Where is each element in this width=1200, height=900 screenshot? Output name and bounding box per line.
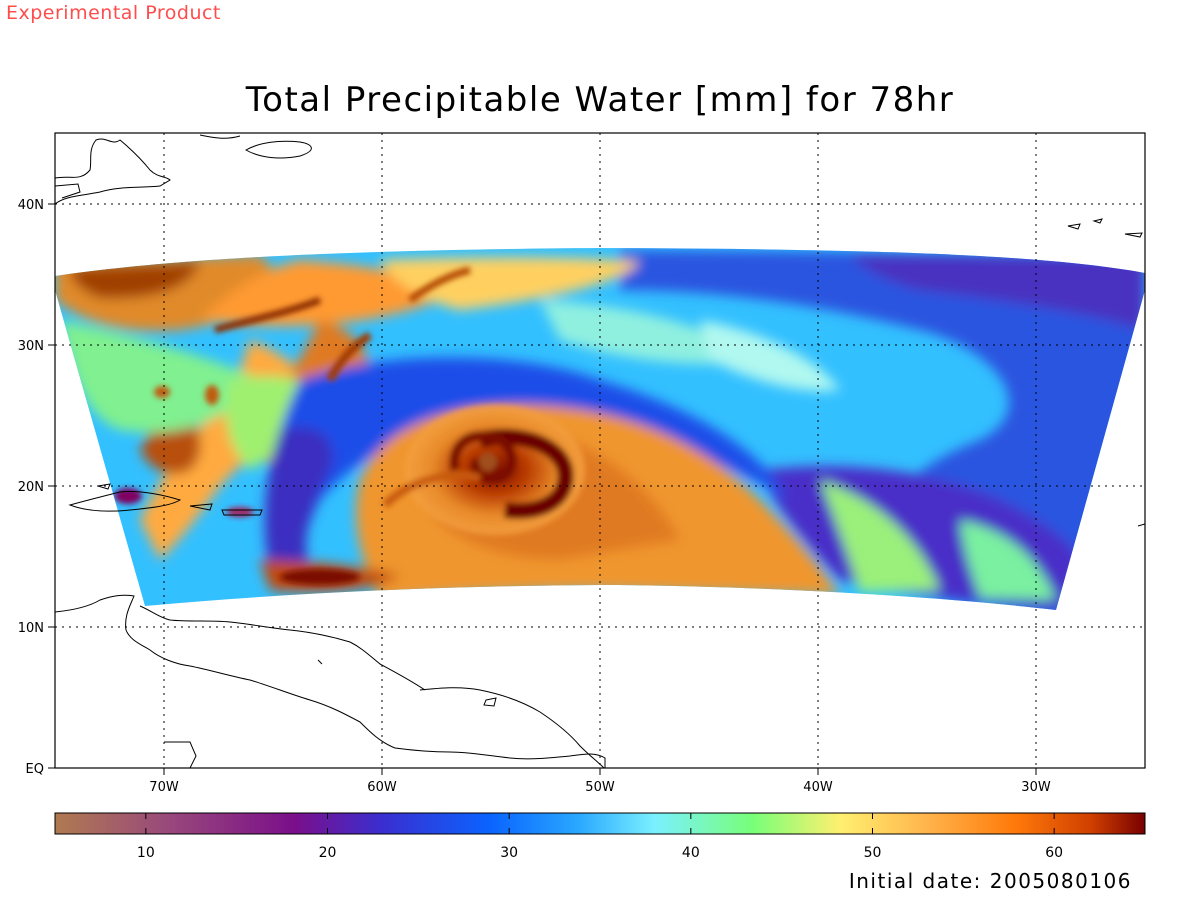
map-title: Total Precipitable Water [mm] for 78hr bbox=[245, 80, 955, 120]
colorbar-label-20: 20 bbox=[319, 845, 337, 861]
axis-ticks bbox=[48, 203, 1037, 775]
colorbar-label-40: 40 bbox=[682, 845, 700, 861]
lat-label-20n: 20N bbox=[18, 480, 44, 495]
lat-label-eq: EQ bbox=[26, 762, 44, 777]
lat-label-10n: 10N bbox=[18, 621, 44, 636]
storm-core bbox=[382, 405, 585, 535]
colorbar-label-10: 10 bbox=[137, 845, 155, 861]
longitude-labels: 70W 60W 50W 40W 30W bbox=[149, 780, 1051, 795]
coastlines bbox=[55, 134, 1145, 768]
map-grid bbox=[55, 133, 1145, 768]
experimental-product-label: Experimental Product bbox=[6, 2, 221, 24]
tpw-field bbox=[55, 248, 1145, 610]
colorbar-labels: 10 20 30 40 50 60 bbox=[137, 845, 1063, 861]
latitude-labels: EQ 10N 20N 30N 40N bbox=[18, 198, 44, 777]
colorbar-label-60: 60 bbox=[1045, 845, 1063, 861]
colorbar-scale bbox=[54, 812, 1146, 835]
lon-label-60w: 60W bbox=[367, 780, 397, 795]
lon-label-30w: 30W bbox=[1021, 780, 1051, 795]
lon-label-70w: 70W bbox=[149, 780, 179, 795]
lat-label-30n: 30N bbox=[18, 339, 44, 354]
lat-label-40n: 40N bbox=[18, 198, 44, 213]
colorbar-label-50: 50 bbox=[864, 845, 882, 861]
initial-date-label: Initial date: 2005080106 bbox=[848, 869, 1132, 893]
colorbar-ticks bbox=[145, 813, 1055, 834]
colorbar: 10 20 30 40 50 60 bbox=[54, 812, 1146, 861]
lon-label-50w: 50W bbox=[585, 780, 615, 795]
colorbar-label-30: 30 bbox=[500, 845, 518, 861]
lon-label-40w: 40W bbox=[803, 780, 833, 795]
